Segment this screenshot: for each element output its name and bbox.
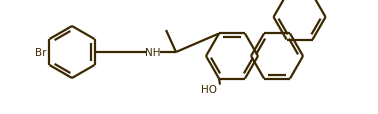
- Text: HO: HO: [201, 84, 217, 94]
- Text: Br: Br: [35, 48, 46, 57]
- Text: NH: NH: [145, 48, 161, 57]
